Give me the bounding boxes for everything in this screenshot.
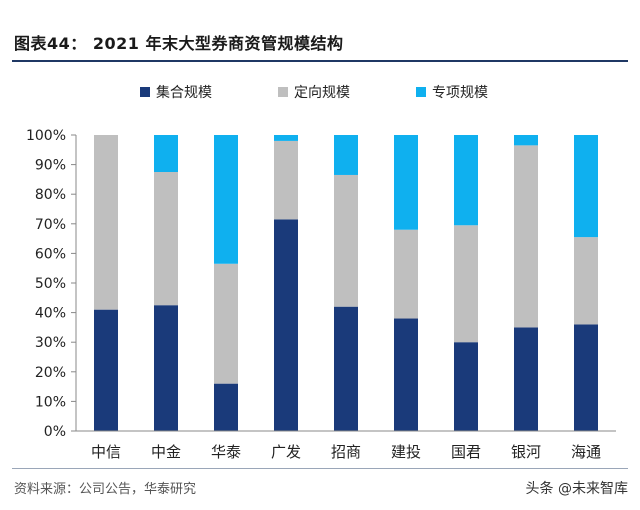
source-note: 资料来源：公司公告，华泰研究 bbox=[14, 482, 197, 497]
bar-6-series-1 bbox=[454, 225, 478, 343]
bar-4-series-0 bbox=[334, 306, 358, 431]
bars bbox=[94, 135, 598, 431]
y-tick-label-10: 100% bbox=[26, 128, 66, 144]
bar-8-series-0 bbox=[574, 324, 598, 431]
watermark-text: 头条 @未来智库 bbox=[525, 481, 628, 497]
bar-2-series-2 bbox=[214, 135, 238, 264]
stacked-bar-chart: 集合规模 定向规模 专项规模 0% 10% 20% 30% 40% 50% 60% 70% 80% 9… bbox=[26, 84, 616, 461]
bar-5-series-0 bbox=[394, 318, 418, 431]
y-tick-label-8: 80% bbox=[35, 187, 66, 203]
legend-swatch-1 bbox=[278, 87, 288, 97]
bar-2-series-1 bbox=[214, 263, 238, 384]
footer-divider bbox=[12, 468, 628, 469]
bar-5-series-2 bbox=[394, 135, 418, 230]
x-category-label-2: 华泰 bbox=[211, 443, 241, 461]
x-category-label-6: 国君 bbox=[451, 443, 481, 461]
y-tick-label-4: 40% bbox=[35, 306, 66, 322]
bar-8-series-2 bbox=[574, 135, 598, 238]
bar-3-series-1 bbox=[274, 140, 298, 220]
legend-swatch-2 bbox=[416, 87, 426, 97]
y-tick-label-3: 30% bbox=[35, 335, 66, 351]
x-category-label-1: 中金 bbox=[151, 443, 181, 461]
bar-2-series-0 bbox=[214, 383, 238, 431]
bar-6-series-2 bbox=[454, 135, 478, 226]
bar-5-series-1 bbox=[394, 229, 418, 319]
x-category-label-7: 银河 bbox=[511, 443, 541, 461]
x-axis: 中信 中金 华泰 广发 招商 建投 国君 银河 海通 bbox=[76, 430, 616, 461]
y-tick-label-2: 20% bbox=[35, 365, 66, 381]
bar-3-series-0 bbox=[274, 219, 298, 431]
bar-0-series-0 bbox=[94, 309, 118, 431]
y-tick-label-5: 50% bbox=[35, 276, 66, 292]
legend-label-1: 定向规模 bbox=[294, 85, 350, 101]
legend: 集合规模 定向规模 专项规模 bbox=[140, 84, 488, 101]
bar-1-series-1 bbox=[154, 172, 178, 306]
bar-4-series-1 bbox=[334, 174, 358, 307]
legend-label-2: 专项规模 bbox=[432, 85, 488, 101]
bar-1-series-2 bbox=[154, 135, 178, 172]
bar-1-series-0 bbox=[154, 305, 178, 431]
y-tick-label-0: 0% bbox=[44, 424, 66, 440]
y-tick-label-9: 90% bbox=[35, 158, 66, 174]
legend-label-0: 集合规模 bbox=[156, 84, 212, 101]
x-category-label-4: 招商 bbox=[331, 443, 361, 461]
x-category-label-0: 中信 bbox=[91, 443, 121, 461]
bar-0-series-1 bbox=[94, 135, 118, 310]
y-tick-label-6: 60% bbox=[35, 246, 66, 262]
y-tick-label-1: 10% bbox=[35, 394, 66, 410]
bar-6-series-0 bbox=[454, 342, 478, 431]
title-divider bbox=[12, 60, 628, 62]
x-category-label-5: 建投 bbox=[391, 443, 421, 461]
bar-8-series-1 bbox=[574, 237, 598, 325]
figure-title: 图表44： 2021 年末大型券商资管规模结构 bbox=[14, 34, 344, 53]
bar-3-series-2 bbox=[274, 135, 298, 141]
x-category-label-8: 海通 bbox=[571, 443, 601, 461]
x-category-label-3: 广发 bbox=[271, 443, 301, 461]
bar-7-series-1 bbox=[514, 145, 538, 328]
bar-7-series-0 bbox=[514, 327, 538, 431]
bar-4-series-2 bbox=[334, 135, 358, 175]
legend-swatch-0 bbox=[140, 87, 150, 97]
y-tick-label-7: 70% bbox=[35, 217, 66, 233]
y-axis: 0% 10% 20% 30% 40% 50% 60% 70% 80% 90% 100% bbox=[26, 128, 77, 440]
bar-7-series-2 bbox=[514, 135, 538, 146]
